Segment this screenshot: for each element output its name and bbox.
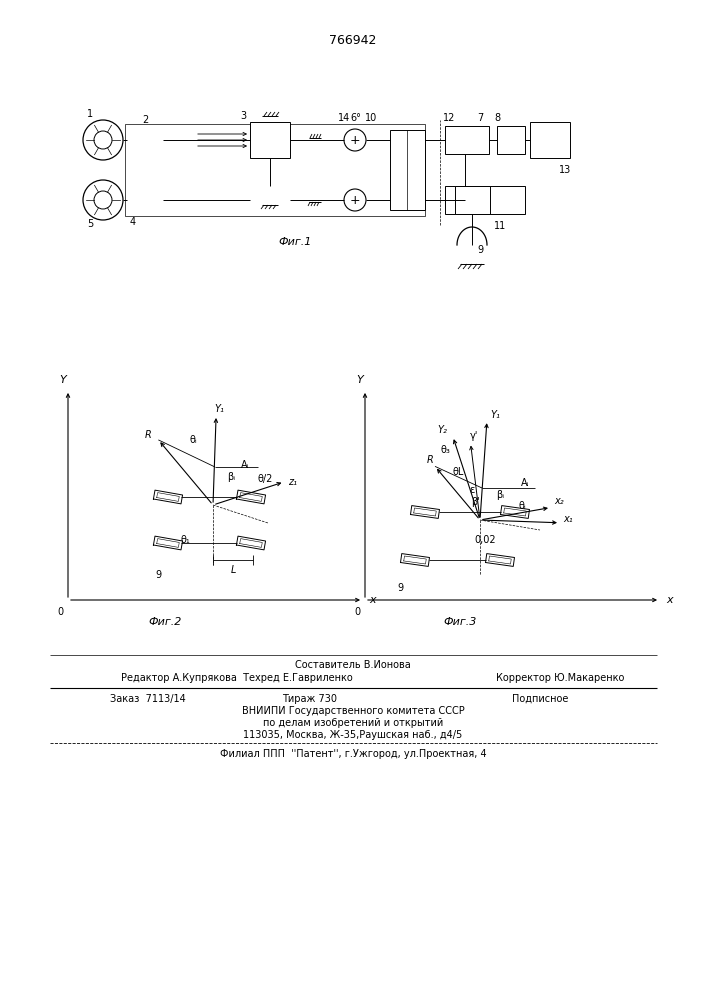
Bar <box>530 122 570 158</box>
Text: βᵢ: βᵢ <box>496 490 504 500</box>
Circle shape <box>83 120 123 160</box>
Text: 11: 11 <box>494 221 506 231</box>
Text: 2: 2 <box>142 115 148 125</box>
Text: Редактор А.Купрякова  Техред Е.Гавриленко: Редактор А.Купрякова Техред Е.Гавриленко <box>121 673 353 683</box>
Text: Корректор Ю.Макаренко: Корректор Ю.Макаренко <box>496 673 624 683</box>
Text: Aᵢ: Aᵢ <box>241 460 250 470</box>
Text: θ₁: θ₁ <box>180 535 190 545</box>
Text: Составитель В.Ионова: Составитель В.Ионова <box>295 660 411 670</box>
Text: ВНИИПИ Государственного комитета СССР: ВНИИПИ Государственного комитета СССР <box>242 706 464 716</box>
Text: ε: ε <box>469 485 474 495</box>
Text: 9: 9 <box>477 245 483 255</box>
Text: θL: θL <box>452 467 464 477</box>
Bar <box>445 126 489 154</box>
Text: Заказ  7113/14: Заказ 7113/14 <box>110 694 186 704</box>
Text: 1: 1 <box>87 109 93 119</box>
Text: 0: 0 <box>354 607 360 617</box>
Text: L: L <box>230 565 235 575</box>
Text: 113035, Москва, Ж-35,Раушская наб., д4/5: 113035, Москва, Ж-35,Раушская наб., д4/5 <box>243 730 462 740</box>
Text: Y₁: Y₁ <box>490 410 500 420</box>
Text: 3: 3 <box>240 111 246 121</box>
Text: Фиг.2: Фиг.2 <box>148 617 182 627</box>
Text: θ/2: θ/2 <box>257 474 273 484</box>
Text: z₁: z₁ <box>288 477 297 487</box>
Circle shape <box>344 129 366 151</box>
Bar <box>497 126 525 154</box>
Circle shape <box>94 131 112 149</box>
Bar <box>125 124 425 216</box>
Text: 14: 14 <box>338 113 350 123</box>
Bar <box>127 126 163 154</box>
Text: Y₁: Y₁ <box>214 404 224 414</box>
Text: θ₃: θ₃ <box>440 445 450 455</box>
Text: 13: 13 <box>559 165 571 175</box>
Text: 6°: 6° <box>351 113 361 123</box>
Text: 4: 4 <box>130 217 136 227</box>
Text: Подписное: Подписное <box>512 694 568 704</box>
Text: x₁: x₁ <box>563 514 573 524</box>
Text: x: x <box>370 595 376 605</box>
Text: 12: 12 <box>443 113 455 123</box>
Text: R: R <box>145 430 152 440</box>
Text: R: R <box>426 455 433 465</box>
Text: Фиг.1: Фиг.1 <box>279 237 312 247</box>
Text: 8: 8 <box>494 113 500 123</box>
Text: 5: 5 <box>87 219 93 229</box>
Text: 7: 7 <box>477 113 483 123</box>
Text: по делам изобретений и открытий: по делам изобретений и открытий <box>263 718 443 728</box>
Text: Y₂: Y₂ <box>438 425 448 435</box>
Text: +: + <box>350 133 361 146</box>
Text: Y: Y <box>356 375 363 385</box>
Circle shape <box>94 191 112 209</box>
Text: θᵢ: θᵢ <box>189 435 197 445</box>
Text: Aᵢ: Aᵢ <box>521 478 530 488</box>
Text: +: + <box>350 194 361 207</box>
Text: βᵢ: βᵢ <box>227 472 235 482</box>
Bar <box>127 186 163 214</box>
Text: 766942: 766942 <box>329 33 377 46</box>
Bar <box>445 186 525 214</box>
Text: 9: 9 <box>397 583 403 593</box>
Text: 10: 10 <box>365 113 377 123</box>
Text: 0: 0 <box>57 607 63 617</box>
Bar <box>250 122 290 158</box>
Text: Филиал ППП  ''Патент'', г.Ужгород, ул.Проектная, 4: Филиал ППП ''Патент'', г.Ужгород, ул.Про… <box>220 749 486 759</box>
Bar <box>455 186 490 214</box>
Text: θᵢ: θᵢ <box>518 501 526 511</box>
Text: 9: 9 <box>155 570 161 580</box>
Text: Фиг.3: Фиг.3 <box>443 617 477 627</box>
Text: x: x <box>667 595 673 605</box>
Text: Тираж 730: Тираж 730 <box>283 694 337 704</box>
Text: 0,02: 0,02 <box>474 535 496 545</box>
Bar <box>390 130 425 210</box>
Circle shape <box>83 180 123 220</box>
Text: β': β' <box>471 497 479 507</box>
Text: γ': γ' <box>469 431 478 441</box>
Circle shape <box>344 189 366 211</box>
Text: Y: Y <box>59 375 66 385</box>
Text: x₂: x₂ <box>554 496 563 506</box>
